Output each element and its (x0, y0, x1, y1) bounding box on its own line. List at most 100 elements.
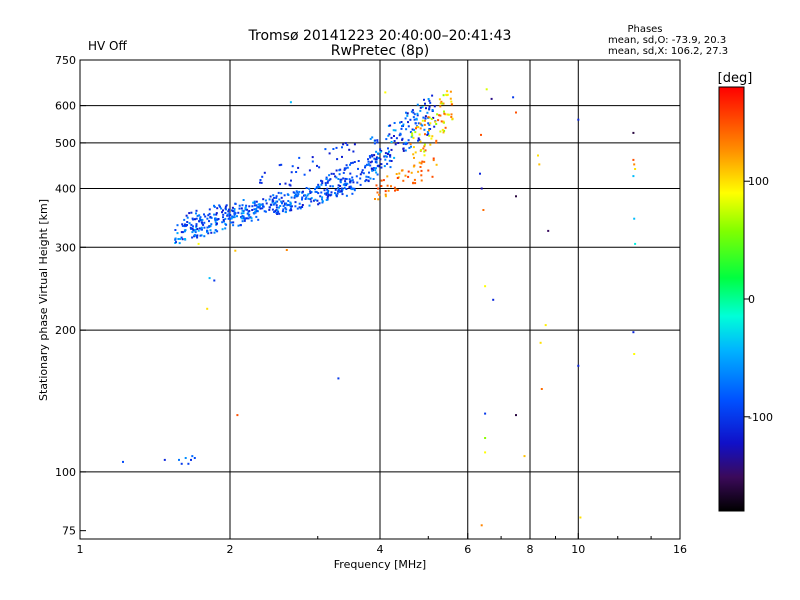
data-point (421, 119, 424, 122)
data-point (207, 232, 210, 235)
data-point (413, 156, 415, 159)
data-point (232, 224, 235, 227)
data-point (310, 197, 313, 200)
data-point (229, 213, 232, 216)
data-point (348, 178, 351, 181)
data-point (335, 176, 338, 179)
y-axis-label: Stationary phase Virtual Height [km] (37, 199, 50, 401)
data-point (294, 201, 297, 204)
data-point (216, 207, 219, 210)
data-point (485, 88, 488, 91)
data-point (431, 135, 434, 138)
data-point (246, 212, 249, 215)
data-point (379, 148, 382, 151)
data-point (343, 187, 346, 189)
data-point (370, 167, 373, 170)
data-point (404, 141, 407, 144)
stats-x: mean, sd,X: 106.2, 27.3 (608, 46, 728, 57)
data-point (484, 437, 487, 439)
data-point (186, 216, 189, 219)
data-point (369, 156, 372, 159)
data-point (424, 115, 427, 118)
data-point (188, 212, 191, 215)
data-point (261, 207, 264, 210)
data-point (353, 187, 356, 190)
data-point (290, 179, 292, 182)
data-point (429, 128, 432, 130)
data-point (314, 198, 317, 201)
data-point (283, 194, 286, 197)
data-point (440, 120, 443, 123)
data-point (258, 205, 261, 208)
data-point (215, 213, 218, 216)
data-point (218, 204, 221, 207)
data-point (253, 202, 256, 205)
data-point (413, 128, 416, 131)
data-point (334, 192, 336, 195)
data-point (350, 188, 353, 191)
data-point (427, 132, 430, 135)
data-point (305, 187, 308, 189)
data-point (384, 193, 387, 196)
data-point (384, 195, 387, 198)
data-point (296, 191, 299, 194)
data-point (275, 200, 278, 203)
data-point (282, 205, 285, 208)
x-tick-label: 10 (571, 543, 585, 556)
data-point (274, 210, 277, 212)
data-point (393, 122, 396, 124)
data-point (241, 215, 244, 217)
data-point (394, 129, 397, 132)
data-point (215, 212, 218, 215)
data-point (290, 171, 293, 174)
data-point (214, 229, 217, 232)
data-point (416, 126, 419, 129)
data-point (386, 153, 389, 155)
data-point (351, 176, 354, 179)
data-point (412, 136, 415, 139)
data-point (398, 172, 401, 175)
data-point (180, 231, 183, 234)
data-point (324, 184, 327, 187)
data-point (325, 192, 328, 195)
data-point (334, 188, 337, 191)
x-tick-label: 16 (673, 543, 687, 556)
data-point (375, 150, 378, 153)
data-point (402, 149, 405, 152)
data-point (210, 223, 213, 226)
data-point (373, 142, 376, 145)
data-point (206, 307, 209, 310)
data-point (273, 196, 276, 199)
data-point (225, 204, 228, 207)
data-point (418, 133, 421, 136)
data-point (372, 178, 375, 180)
data-point (255, 208, 258, 210)
data-point (512, 96, 515, 99)
data-point (407, 175, 410, 178)
data-point (421, 160, 424, 163)
data-point (226, 214, 229, 217)
data-point (280, 196, 283, 199)
data-point (268, 198, 271, 201)
data-point (393, 156, 396, 159)
data-point (442, 120, 445, 123)
x-tick-label: 2 (227, 543, 234, 556)
data-point (208, 220, 210, 223)
data-point (213, 204, 215, 207)
data-point (428, 129, 430, 132)
data-point (231, 210, 234, 213)
data-point (435, 163, 438, 166)
data-point (328, 174, 331, 177)
data-point (287, 194, 290, 196)
data-point (250, 217, 253, 220)
data-point (421, 106, 424, 109)
data-point (345, 164, 348, 167)
data-point (254, 211, 257, 214)
data-point (352, 150, 355, 153)
data-point (419, 140, 422, 143)
data-point (384, 158, 387, 161)
data-point (357, 167, 359, 170)
data-point (373, 154, 376, 157)
data-point (346, 166, 349, 169)
data-point (278, 164, 281, 167)
